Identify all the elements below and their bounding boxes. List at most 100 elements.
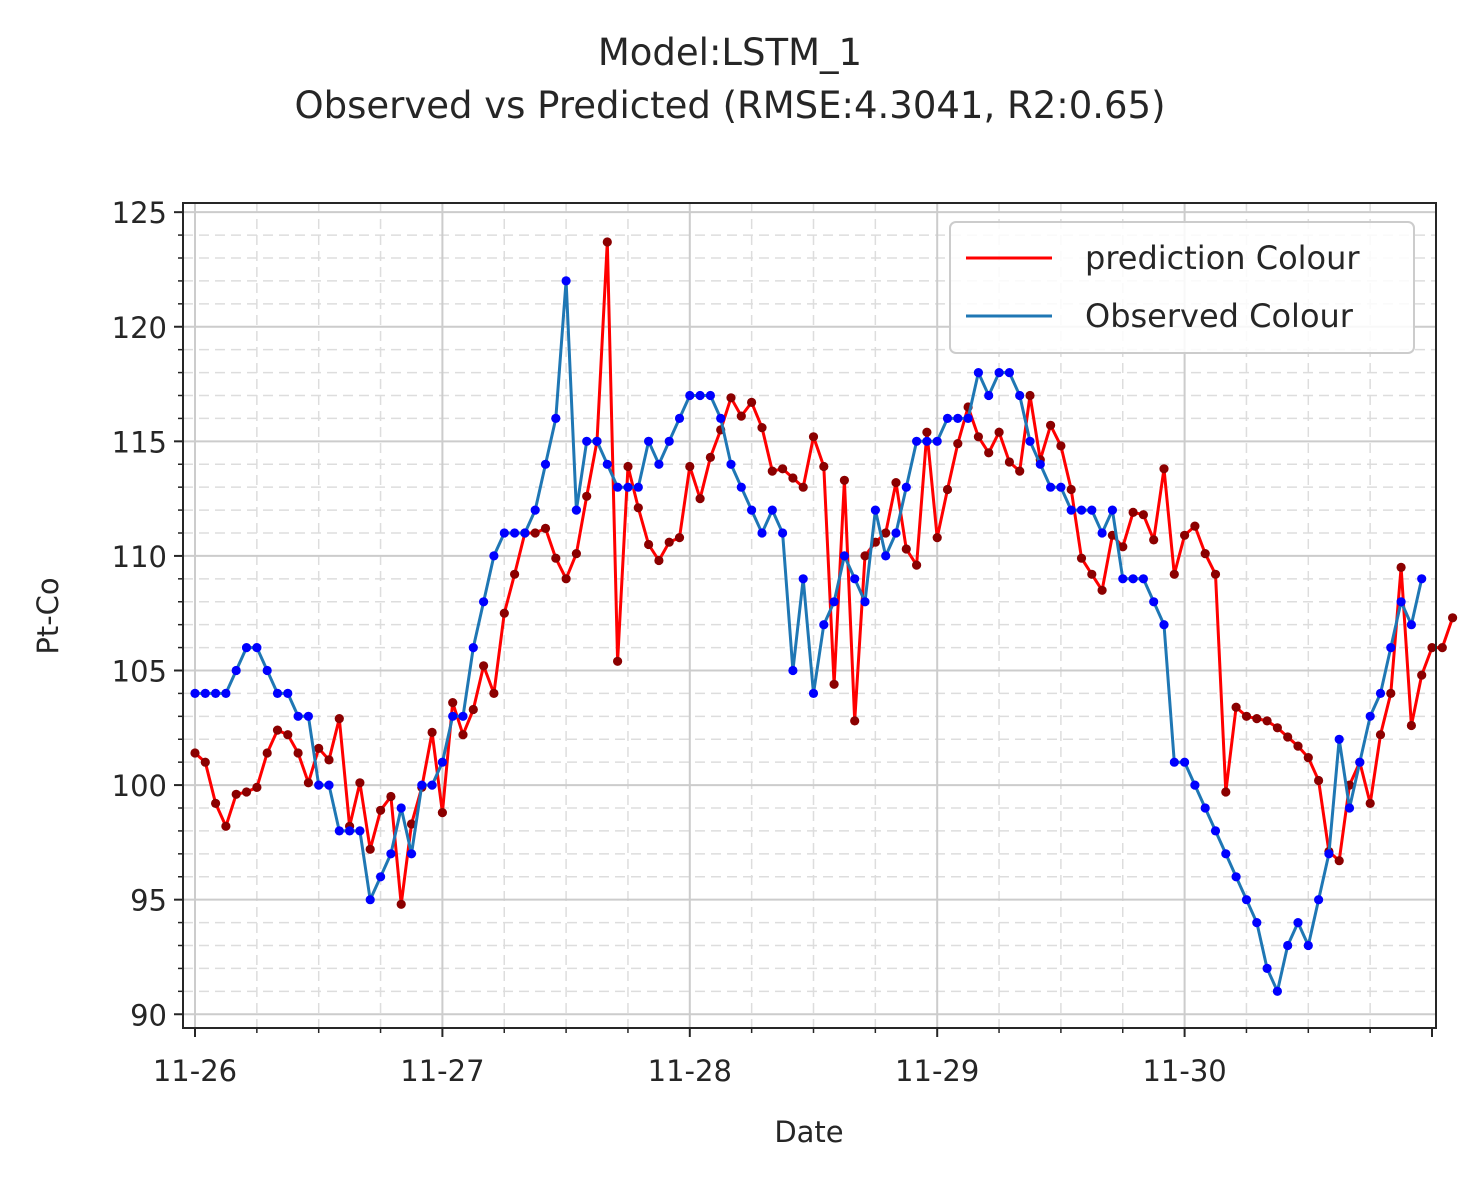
prediction-point — [808, 432, 819, 442]
prediction-point — [778, 464, 788, 474]
prediction-point — [1004, 457, 1015, 467]
observed-point — [437, 757, 447, 767]
observed-point — [1046, 482, 1056, 492]
prediction-point — [221, 821, 231, 831]
prediction-point — [644, 539, 654, 550]
observed-point — [994, 368, 1004, 378]
y-axis-label: Pt-Co — [31, 577, 65, 654]
observed-point — [1262, 963, 1272, 974]
prediction-point — [314, 743, 324, 754]
x-axis: 11-26 11-27 11-28 11-29 11-30 — [153, 1028, 1433, 1088]
observed-point — [592, 436, 602, 446]
prediction-point — [571, 549, 582, 559]
prediction-point — [468, 704, 478, 715]
observed-point — [1056, 482, 1066, 492]
observed-point — [747, 505, 757, 515]
observed-point — [1138, 574, 1148, 584]
prediction-point — [757, 423, 767, 433]
y-tick-label: 120 — [112, 311, 167, 345]
observed-point — [1128, 574, 1138, 584]
observed-point — [808, 688, 819, 699]
observed-point — [1417, 574, 1427, 584]
observed-point — [1303, 940, 1313, 951]
prediction-point — [1169, 569, 1179, 579]
observed-point — [623, 482, 633, 492]
prediction-point — [427, 727, 437, 738]
prediction-point — [499, 608, 509, 618]
observed-point — [963, 413, 973, 423]
y-tick-label: 90 — [130, 998, 167, 1032]
prediction-point — [448, 698, 458, 708]
observed-point — [757, 528, 767, 538]
observed-point — [901, 482, 911, 492]
observed-point — [479, 597, 489, 607]
observed-point — [448, 711, 458, 721]
prediction-point — [252, 782, 262, 793]
observed-point — [1004, 368, 1015, 378]
observed-point — [231, 665, 241, 676]
prediction-point — [582, 491, 592, 501]
observed-point — [613, 482, 623, 492]
prediction-point — [1262, 716, 1272, 726]
prediction-point — [891, 478, 901, 488]
prediction-point — [479, 661, 489, 671]
observed-point — [778, 528, 788, 538]
y-tick-label: 115 — [112, 425, 167, 459]
observed-point — [406, 849, 417, 859]
observed-point — [530, 505, 540, 515]
prediction-point — [788, 473, 798, 483]
observed-point — [1221, 849, 1231, 859]
observed-point — [829, 597, 839, 607]
y-axis: 90 95 100 105 110 115 120 125 — [112, 196, 183, 1032]
observed-point — [190, 688, 200, 699]
prediction-point — [1025, 390, 1035, 401]
observed-point — [1231, 872, 1241, 882]
prediction-point — [458, 730, 468, 740]
observed-point — [458, 711, 468, 721]
prediction-point — [190, 748, 200, 758]
prediction-point — [437, 808, 447, 818]
prediction-point — [365, 844, 375, 854]
prediction-point — [901, 544, 911, 554]
observed-point — [386, 849, 396, 859]
prediction-point — [1066, 484, 1076, 495]
prediction-point — [1128, 507, 1138, 517]
prediction-point — [726, 393, 736, 403]
prediction-point — [1210, 569, 1221, 579]
prediction-point — [489, 688, 499, 699]
prediction-point — [1283, 732, 1293, 742]
observed-point — [1334, 734, 1344, 744]
prediction-point — [860, 551, 870, 561]
observed-point — [211, 688, 221, 699]
observed-point — [1015, 390, 1025, 401]
observed-point — [1025, 436, 1035, 446]
observed-point — [1272, 986, 1282, 996]
observed-point — [839, 551, 850, 561]
observed-point — [376, 872, 386, 882]
observed-point — [1386, 643, 1396, 653]
observed-point — [1087, 505, 1097, 515]
observed-point — [891, 528, 901, 538]
observed-point — [221, 688, 231, 699]
observed-point — [551, 413, 561, 423]
prediction-point — [561, 574, 571, 584]
observed-point — [1190, 780, 1200, 790]
observed-point — [767, 505, 777, 515]
observed-point — [984, 390, 994, 401]
prediction-point — [1231, 702, 1241, 712]
observed-point — [262, 665, 272, 676]
prediction-point — [1149, 535, 1159, 545]
prediction-point — [829, 679, 839, 689]
prediction-point — [664, 537, 674, 547]
prediction-point — [1293, 741, 1303, 751]
observed-point — [355, 826, 365, 836]
y-tick-label: 110 — [112, 540, 167, 574]
prediction-point — [798, 482, 808, 492]
observed-point — [489, 551, 499, 561]
observed-point — [788, 665, 798, 676]
observed-point — [664, 436, 674, 446]
prediction-point — [736, 411, 746, 421]
observed-point — [1118, 574, 1128, 584]
prediction-point — [1252, 714, 1262, 724]
observed-point — [293, 711, 303, 721]
